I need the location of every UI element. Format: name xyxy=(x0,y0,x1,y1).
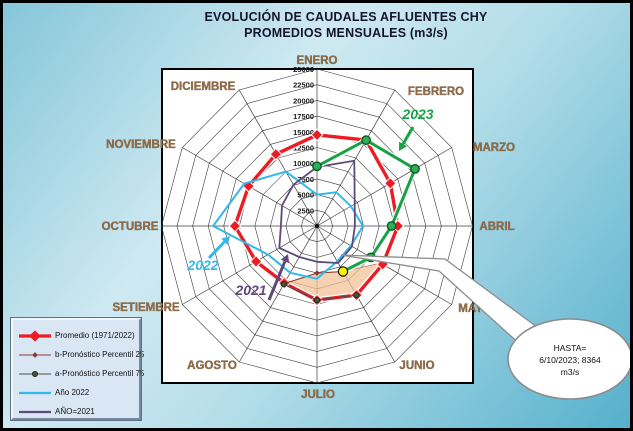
legend-item-promedio: Promedio (1971/2022) xyxy=(18,326,139,345)
marker-percentil75 xyxy=(353,292,360,299)
legend-item-percentil25: b-Pronóstico Percentil 25 xyxy=(18,345,144,364)
month-label-febrero: FEBRERO xyxy=(408,86,464,98)
axis-tick-label: 2500 xyxy=(297,206,314,215)
series-line-anio2021 xyxy=(278,159,356,264)
marker-anio2023 xyxy=(386,221,397,231)
series-line-anio2022 xyxy=(212,170,364,280)
legend-label-anio2021: AÑO=2021 xyxy=(55,407,95,416)
annotation-label-2023: 2023 xyxy=(401,106,433,122)
month-label-agosto: AGOSTO xyxy=(187,360,237,372)
axis-tick-label: 25000 xyxy=(293,65,314,74)
axis-tick-label: 20000 xyxy=(293,96,314,105)
grid-spoke xyxy=(316,147,452,227)
legend-label-promedio: Promedio (1971/2022) xyxy=(55,331,135,340)
month-label-diciembre: DICIEMBRE xyxy=(171,81,236,93)
marker-promedio xyxy=(269,147,283,161)
marker-promedio xyxy=(383,176,397,190)
axis-tick-label: 17500 xyxy=(293,112,314,121)
callout-text: HASTA= xyxy=(554,343,587,353)
callout-text: 6/10/2023; 8364 xyxy=(539,355,601,365)
marker-promedio xyxy=(249,255,263,268)
annotation-arrowhead-2022 xyxy=(221,236,230,245)
marker-promedio xyxy=(228,219,242,233)
month-label-noviembre: NOVIEMBRE xyxy=(106,139,176,151)
radar-center-dot xyxy=(314,223,320,229)
legend-item-percentil75: a-Pronóstico Percentil 75 xyxy=(18,364,144,383)
chart-title: EVOLUCIÓN DE CAUDALES AFLUENTES CHY PROM… xyxy=(163,9,529,41)
marker-percentil25 xyxy=(314,270,320,276)
month-label-setiembre: SETIEMBRE xyxy=(112,302,179,314)
annotation-arrowhead-2023 xyxy=(399,141,407,151)
axis-tick-label: 5000 xyxy=(297,191,314,200)
callout-bubble xyxy=(507,318,630,400)
month-label-marzo: MARZO xyxy=(473,142,515,154)
annotation-label-2022: 2022 xyxy=(186,257,218,273)
axis-tick-label: 10000 xyxy=(293,159,314,168)
legend-swatch-percentil25 xyxy=(19,351,51,358)
legend-item-anio2022: Año 2022 xyxy=(18,383,139,402)
axis-tick-label: 22500 xyxy=(293,81,314,90)
annotation-arrow-2021 xyxy=(267,260,287,301)
highlight-point xyxy=(337,266,349,277)
marker-promedio xyxy=(310,128,324,142)
annotation-arrow-2022 xyxy=(207,240,226,260)
legend-swatch-anio2021 xyxy=(19,410,51,413)
month-label-enero: ENERO xyxy=(297,55,338,67)
legend-label-anio2022: Año 2022 xyxy=(55,388,90,397)
chart-title-line1: EVOLUCIÓN DE CAUDALES AFLUENTES CHY xyxy=(204,10,488,24)
marker-percentil75 xyxy=(313,297,320,304)
legend-label-percentil25: b-Pronóstico Percentil 25 xyxy=(55,350,145,359)
month-label-octubre: OCTUBRE xyxy=(102,221,159,233)
chart-legend: Promedio (1971/2022) b-Pronóstico Percent… xyxy=(10,317,144,421)
legend-swatch-anio2022 xyxy=(19,391,51,394)
annotation-label-2021: 2021 xyxy=(234,282,266,298)
marker-anio2023 xyxy=(361,135,371,146)
radar-chart: 2500 5000 7500 10000 12500 15000 17500 20000 225… xyxy=(101,55,630,401)
annotation-arrow-2023 xyxy=(401,126,415,145)
axis-tick-label: 15000 xyxy=(293,128,314,137)
chart-title-line2: PROMEDIOS MENSUALES (m3/s) xyxy=(244,26,448,40)
legend-swatch-promedio xyxy=(19,329,51,342)
marker-percentil75 xyxy=(280,281,287,288)
marker-anio2023 xyxy=(312,161,322,172)
grid-spoke xyxy=(238,225,318,363)
grid-spoke xyxy=(182,225,318,305)
month-label-abril: ABRIL xyxy=(479,221,514,233)
axis-tick-label: 12500 xyxy=(293,144,314,153)
month-label-julio: JULIO xyxy=(301,389,335,401)
legend-label-percentil75: a-Pronóstico Percentil 75 xyxy=(55,369,145,378)
grid-spoke xyxy=(316,89,396,227)
month-label-junio: JUNIO xyxy=(399,360,434,372)
legend-item-anio2021: AÑO=2021 xyxy=(18,402,139,421)
marker-anio2023 xyxy=(410,163,420,174)
axis-tick-label: 7500 xyxy=(297,175,314,184)
callout-text: m3/s xyxy=(561,367,579,377)
legend-swatch-percentil75 xyxy=(19,370,51,377)
annotation-arrowhead-2021 xyxy=(280,254,290,264)
